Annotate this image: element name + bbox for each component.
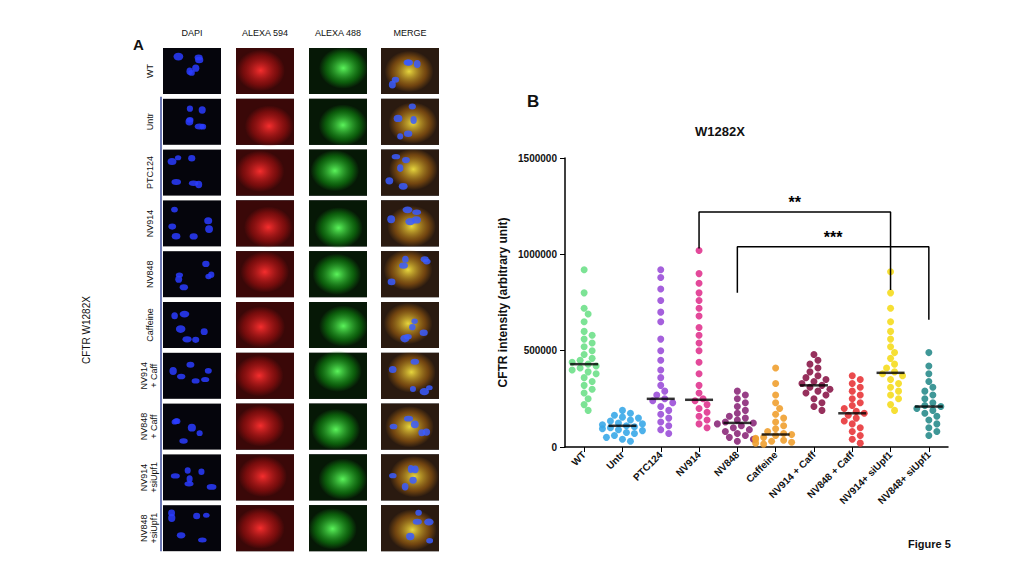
svg-text:0: 0 bbox=[551, 442, 557, 453]
svg-text:B: B bbox=[527, 92, 539, 111]
svg-text:NV848+siUpf1: NV848+siUpf1 bbox=[139, 513, 159, 544]
svg-text:500000: 500000 bbox=[524, 345, 558, 356]
svg-text:NV914+ Caff: NV914+ Caff bbox=[139, 362, 159, 390]
svg-text:Caffeine: Caffeine bbox=[145, 308, 155, 341]
svg-text:NV848+ Caff: NV848+ Caff bbox=[139, 413, 159, 441]
svg-text:NV914 + Caff: NV914 + Caff bbox=[766, 449, 818, 501]
svg-text:**: ** bbox=[789, 194, 802, 211]
svg-text:NV848 + Caff: NV848 + Caff bbox=[805, 449, 857, 501]
svg-text:Caffeine: Caffeine bbox=[744, 449, 780, 485]
svg-text:DAPI: DAPI bbox=[181, 28, 202, 38]
svg-text:ALEXA 594: ALEXA 594 bbox=[242, 28, 288, 38]
svg-text:NV914+siUpf1: NV914+siUpf1 bbox=[139, 462, 159, 493]
svg-text:PTC124: PTC124 bbox=[631, 449, 665, 483]
svg-text:1000000: 1000000 bbox=[518, 249, 557, 260]
svg-text:Untr: Untr bbox=[145, 113, 155, 130]
svg-text:MERGE: MERGE bbox=[393, 28, 426, 38]
svg-text:ALEXA 488: ALEXA 488 bbox=[315, 28, 361, 38]
svg-text:NV848: NV848 bbox=[145, 260, 155, 288]
svg-text:PTC124: PTC124 bbox=[145, 156, 155, 189]
svg-text:NV914: NV914 bbox=[674, 449, 704, 479]
svg-text:***: *** bbox=[824, 229, 843, 246]
svg-text:NV848+ siUpf1: NV848+ siUpf1 bbox=[876, 449, 933, 506]
svg-text:A: A bbox=[133, 36, 144, 53]
svg-text:NV914+ siUpf1: NV914+ siUpf1 bbox=[837, 449, 895, 507]
svg-text:W1282X: W1282X bbox=[695, 124, 745, 139]
svg-text:CFTR W1282X: CFTR W1282X bbox=[81, 296, 92, 364]
svg-text:Figure 5: Figure 5 bbox=[908, 538, 951, 550]
svg-text:Untr: Untr bbox=[604, 449, 626, 471]
svg-text:WT: WT bbox=[145, 64, 155, 78]
svg-text:NV848: NV848 bbox=[712, 449, 742, 479]
svg-text:NV914: NV914 bbox=[145, 210, 155, 238]
svg-text:1500000: 1500000 bbox=[518, 153, 557, 164]
svg-text:WT: WT bbox=[569, 449, 588, 468]
svg-text:CFTR intensity (arbitrary unit: CFTR intensity (arbitrary unit) bbox=[496, 217, 510, 387]
